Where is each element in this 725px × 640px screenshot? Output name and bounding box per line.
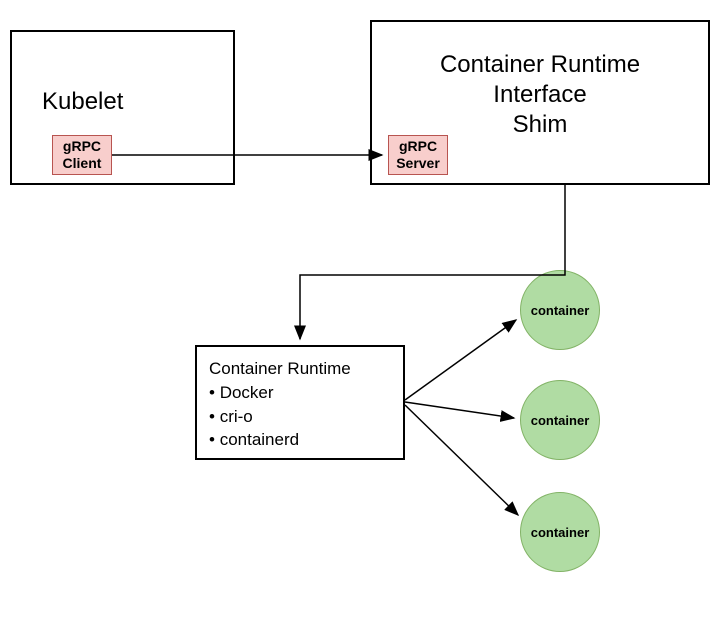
grpc-client-label: gRPC Client (63, 138, 102, 172)
container-circle-2: container (520, 380, 600, 460)
container-circle-3: container (520, 492, 600, 572)
grpc-server-label: gRPC Server (396, 138, 440, 172)
container-runtime-box: Container Runtime • Docker • cri-o • con… (195, 345, 405, 460)
kubelet-title: Kubelet (42, 87, 123, 117)
runtime-bullet-2: • containerd (209, 428, 351, 452)
edge-runtime-c1 (405, 320, 516, 400)
cri-shim-title: Container Runtime Interface Shim (372, 50, 708, 140)
grpc-server-box: gRPC Server (388, 135, 448, 175)
container-circle-1: container (520, 270, 600, 350)
container-runtime-content: Container Runtime • Docker • cri-o • con… (209, 357, 351, 452)
grpc-client-box: gRPC Client (52, 135, 112, 175)
container-runtime-title: Container Runtime (209, 357, 351, 381)
edge-runtime-c3 (405, 405, 518, 515)
kubelet-box: Kubelet (10, 30, 235, 185)
runtime-bullet-0: • Docker (209, 381, 351, 405)
runtime-bullet-1: • cri-o (209, 405, 351, 429)
edge-runtime-c2 (405, 402, 514, 418)
